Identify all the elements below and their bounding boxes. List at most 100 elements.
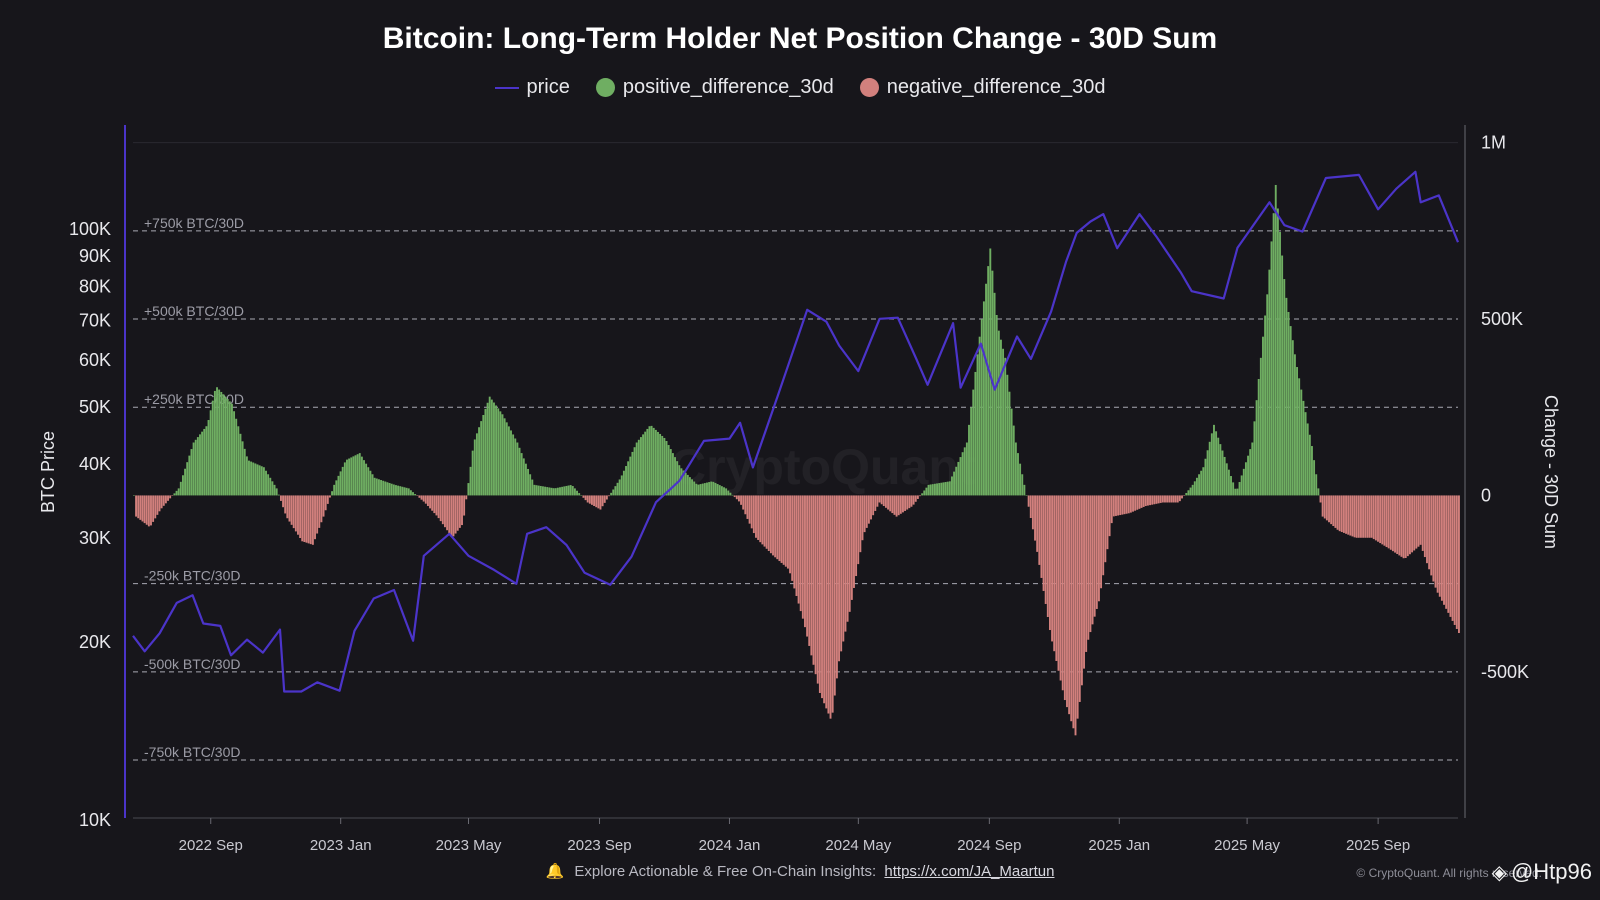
negative-bar — [1436, 495, 1439, 593]
negative-bar — [755, 495, 757, 538]
negative-bar — [599, 495, 602, 510]
x-tick-label: 2024 May — [825, 837, 891, 854]
positive-bar — [693, 481, 696, 496]
positive-bar — [654, 429, 657, 496]
legend-item-negative[interactable]: negative_difference_30d — [859, 76, 1105, 99]
negative-bar — [1080, 495, 1083, 686]
negative-bar — [1034, 495, 1036, 541]
negative-bar — [1181, 495, 1183, 499]
negative-bar — [776, 495, 779, 560]
negative-bar — [1083, 495, 1085, 669]
negative-bar — [1151, 495, 1154, 505]
reference-lines: +750k BTC/30D+500k BTC/30D+250k BTC/30D-… — [133, 142, 1458, 761]
positive-bar — [414, 494, 417, 496]
negative-bar — [290, 495, 293, 525]
positive-bar — [718, 485, 721, 496]
legend-negative-dot-icon — [859, 78, 879, 97]
positive-bar — [550, 487, 553, 496]
negative-bar — [1027, 495, 1030, 507]
positive-bar — [929, 484, 932, 496]
positive-bar — [224, 396, 227, 496]
negative-bar — [816, 495, 819, 684]
positive-bar — [556, 487, 559, 496]
positive-bar — [250, 461, 253, 496]
x-tick-label: 2025 Jan — [1088, 837, 1150, 854]
negative-bar — [1164, 495, 1166, 503]
positive-bar — [968, 424, 970, 496]
negative-bar — [154, 495, 157, 519]
negative-bar — [1040, 495, 1043, 578]
negative-bar — [461, 495, 463, 526]
negative-bar — [840, 495, 843, 652]
price-layer — [132, 170, 1460, 693]
negative-bar — [1044, 495, 1047, 604]
negative-bar — [780, 495, 783, 563]
positive-bar — [661, 435, 664, 496]
negative-bar — [1440, 495, 1443, 601]
negative-bar — [1144, 495, 1147, 507]
negative-bar — [1421, 495, 1424, 551]
negative-bar — [1127, 495, 1130, 514]
negative-bar — [1419, 495, 1422, 545]
positive-bar — [216, 387, 218, 496]
positive-bar — [1281, 255, 1284, 496]
negative-bar — [884, 495, 887, 508]
positive-bar — [1313, 460, 1316, 496]
positive-bar — [407, 488, 410, 496]
positive-bar — [686, 474, 689, 496]
legend-item-positive[interactable]: positive_difference_30d — [595, 76, 834, 99]
positive-bar — [720, 486, 723, 496]
positive-bar — [371, 474, 374, 496]
positive-bar — [531, 479, 534, 496]
footer-link[interactable]: https://x.com/JA_Maartun — [884, 863, 1055, 880]
negative-bar — [791, 495, 794, 581]
negative-bar — [891, 495, 894, 514]
negative-bar — [1178, 495, 1181, 502]
negative-bar — [1404, 495, 1407, 558]
negative-bar — [454, 495, 457, 534]
negative-bar — [1402, 495, 1405, 559]
positive-bar — [358, 453, 361, 496]
positive-bar — [1242, 468, 1245, 496]
negative-bar — [1159, 495, 1162, 503]
positive-bar — [339, 471, 342, 496]
negative-bar — [1370, 495, 1373, 538]
negative-bar — [1334, 495, 1337, 528]
negative-bar — [1074, 495, 1077, 736]
positive-bar — [1253, 421, 1256, 496]
negative-bar — [876, 495, 879, 507]
negative-bar — [912, 495, 915, 505]
negative-bar — [1423, 495, 1426, 558]
positive-bar — [350, 457, 353, 496]
negative-bar — [1106, 495, 1109, 550]
negative-bar — [1038, 495, 1041, 565]
negative-bar — [1374, 495, 1377, 541]
negative-bar — [294, 495, 297, 532]
negative-bar — [418, 495, 421, 498]
positive-bar — [923, 490, 926, 496]
legend-item-price[interactable]: price — [494, 76, 570, 99]
positive-bar — [245, 456, 248, 496]
positive-bar — [578, 493, 581, 496]
negative-bar — [1398, 495, 1401, 556]
negative-bar — [772, 495, 774, 556]
negative-bar — [420, 495, 423, 500]
negative-bar — [1170, 495, 1173, 503]
positive-bar — [1240, 475, 1243, 496]
negative-bar — [465, 495, 468, 500]
negative-bar — [1059, 495, 1062, 681]
positive-bar — [1208, 441, 1211, 496]
positive-bar — [186, 462, 189, 496]
positive-bar — [507, 426, 510, 496]
positive-bar — [614, 486, 617, 496]
negative-bar — [1328, 495, 1330, 523]
positive-bar — [1187, 490, 1190, 496]
negative-bar — [1360, 495, 1362, 538]
negative-bar — [882, 495, 885, 507]
positive-bar — [480, 421, 483, 496]
positive-bar — [516, 442, 519, 496]
negative-bar — [1445, 495, 1448, 609]
negative-bar — [326, 495, 329, 504]
positive-bar — [1285, 297, 1288, 496]
